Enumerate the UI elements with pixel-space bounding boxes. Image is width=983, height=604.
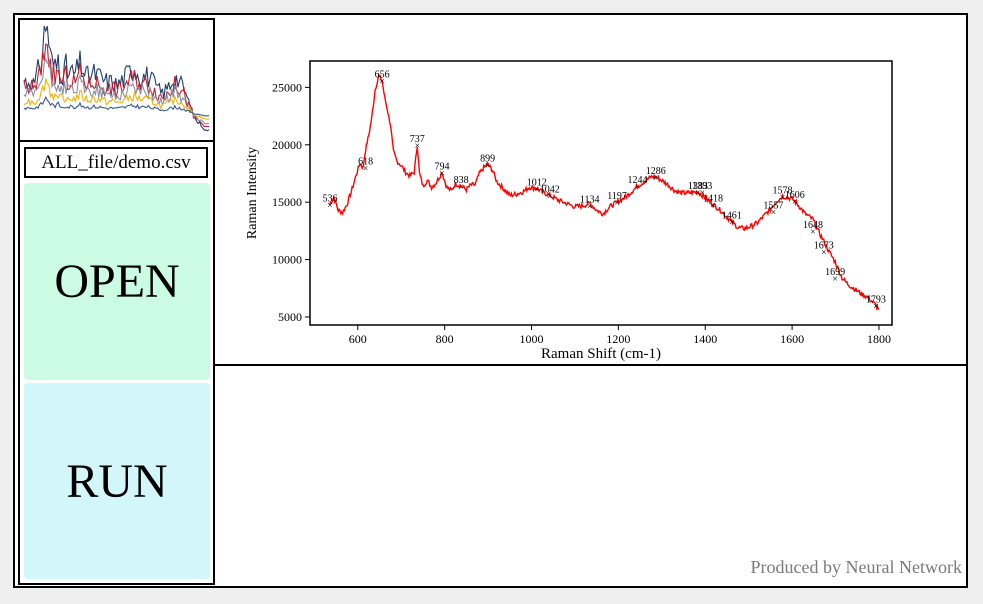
peak-marker: × (873, 301, 879, 312)
x-tick-label: 1400 (693, 332, 717, 346)
peak-marker: × (653, 173, 659, 184)
peak-marker: × (485, 160, 491, 171)
file-path-field[interactable]: ALL_file/demo.csv (24, 147, 208, 178)
peak-label: 618 (358, 157, 373, 168)
peak-label: 1673 (814, 241, 834, 252)
x-tick-label: 1000 (520, 332, 544, 346)
peak-label: 794 (435, 161, 450, 172)
peak-marker: × (363, 164, 369, 175)
peak-label: 737 (410, 134, 425, 145)
peak-label: 1418 (703, 193, 723, 204)
x-tick-label: 1200 (606, 332, 630, 346)
peak-label: 1042 (540, 184, 560, 195)
peak-marker: × (832, 274, 838, 285)
peak-label: 1134 (580, 195, 600, 206)
peak-marker: × (534, 184, 540, 195)
peak-marker: × (614, 198, 620, 209)
peak-marker: × (327, 200, 333, 211)
peak-label: 536 (322, 193, 337, 204)
peak-label: 1244 (627, 175, 647, 186)
footer-credit: Produced by Neural Network (750, 557, 962, 577)
peak-label: 1012 (527, 177, 547, 188)
panel-divider (20, 140, 213, 142)
run-button[interactable]: RUN (24, 383, 210, 579)
peak-label: 1557 (763, 200, 783, 211)
peak-marker: × (810, 227, 816, 238)
peak-label: 1383 (688, 181, 708, 192)
peak-label: 838 (454, 175, 469, 186)
x-tick-label: 1800 (867, 332, 891, 346)
x-tick-label: 800 (436, 332, 454, 346)
peak-marker: × (587, 202, 593, 213)
peak-marker: × (635, 182, 641, 193)
peak-marker: × (379, 77, 385, 88)
y-tick-label: 15000 (272, 195, 302, 209)
thumbnail-series-line (23, 25, 210, 132)
thumbnail-series-line (23, 78, 210, 120)
peak-marker: × (780, 192, 786, 203)
peak-label: 899 (480, 153, 495, 164)
peak-label: 1393 (692, 181, 712, 192)
peak-marker: × (710, 200, 716, 211)
spectrum-line (328, 73, 880, 312)
peak-marker: × (414, 141, 420, 152)
run-button-label: RUN (66, 454, 168, 508)
y-tick-label: 10000 (272, 253, 302, 267)
peak-label: 1648 (803, 220, 823, 231)
y-tick-label: 25000 (272, 80, 302, 94)
peak-marker: × (699, 188, 705, 199)
open-button[interactable]: OPEN (24, 183, 210, 380)
y-axis-label: Raman Intensity (245, 147, 260, 239)
thumbnail-series-line (23, 43, 210, 128)
peak-marker: × (439, 168, 445, 179)
x-axis-label: Raman Shift (cm-1) (541, 346, 661, 362)
x-tick-label: 1600 (780, 332, 804, 346)
peak-label: 1793 (866, 294, 886, 305)
section-divider (213, 364, 968, 366)
peak-label: 656 (375, 70, 390, 81)
peak-label: 1578 (773, 185, 793, 196)
raman-spectrum-chart: 5000 10000 15000 20000 25000 600 800 1000 1200 1… (245, 60, 893, 362)
y-tick-label: 5000 (278, 310, 302, 324)
peak-marker: × (821, 248, 827, 259)
thumbnail-series-line (23, 57, 210, 125)
peak-label: 1461 (722, 211, 742, 222)
peak-marker: × (771, 207, 777, 218)
peak-marker: × (547, 191, 553, 202)
peak-label: 1699 (825, 267, 845, 278)
open-button-label: OPEN (54, 255, 180, 308)
peak-label: 1286 (646, 166, 666, 177)
peak-marker: × (792, 197, 798, 208)
peak-label: 1197 (607, 191, 627, 202)
plot-frame (309, 60, 893, 326)
peak-label: 1606 (785, 190, 805, 201)
y-tick-label: 20000 (272, 138, 302, 152)
peak-marker: × (458, 182, 464, 193)
peak-marker: × (695, 188, 701, 199)
peak-marker: × (729, 218, 735, 229)
x-tick-label: 600 (349, 332, 367, 346)
thumbnail-series-line (23, 95, 210, 117)
spectrum-thumbnail (23, 25, 210, 132)
